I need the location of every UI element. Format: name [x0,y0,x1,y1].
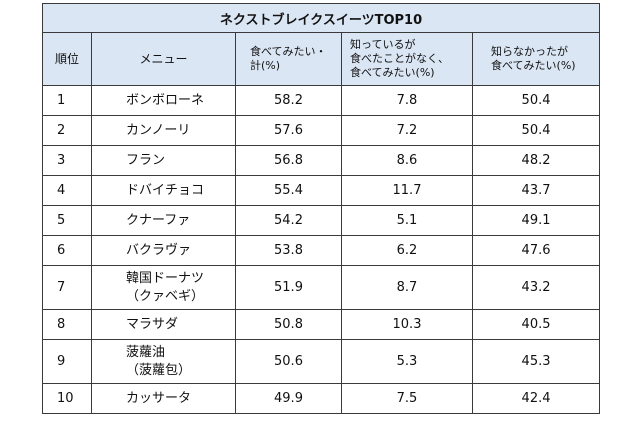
header-rank: 順位 [42,32,92,86]
menu-name-line: （クァベギ） [126,288,205,304]
table-title: ネクストブレイクスイーツTOP10 [41,3,601,33]
table-row: 1 ボンボローネ 58.2 7.8 50.4 [42,85,601,116]
unknown-cell: 50.4 [471,115,601,146]
table-title-row: ネクストブレイクスイーツTOP10 [41,3,601,33]
header-want-total-line: 食べてみたい・ [250,45,327,58]
known-never-eaten-cell: 6.2 [341,235,473,266]
menu-name-line: カンノーリ [126,122,191,138]
rank-cell: 9 [42,339,92,384]
rank-cell: 4 [42,175,92,206]
want-total-cell: 50.6 [235,339,342,384]
rank-cell: 10 [42,383,92,414]
table-row: 5 クナーファ 54.2 5.1 49.1 [42,205,601,236]
unknown-cell: 45.3 [471,339,601,384]
table-row: 8 マラサダ 50.8 10.3 40.5 [42,309,601,340]
menu-cell: ボンボローネ [91,85,236,116]
unknown-cell: 48.2 [471,145,601,176]
header-known-never-eaten: 知っているが 食べたことがなく、 食べてみたい(%) [341,32,473,86]
menu-name-line: カッサータ [126,390,192,406]
header-unknown: 知らなかったが 食べてみたい(%) [471,32,601,86]
menu-cell: ドバイチョコ [91,175,236,206]
menu-cell: フラン [91,145,236,176]
menu-name-line: 菠蘿油 [126,344,166,360]
want-total-cell: 56.8 [235,145,342,176]
header-want-total: 食べてみたい・ 計(%) [235,32,342,86]
menu-name-line: ドバイチョコ [126,182,205,198]
want-total-cell: 57.6 [235,115,342,146]
menu-cell: カッサータ [91,383,236,414]
known-never-eaten-cell: 8.7 [341,265,473,310]
known-never-eaten-cell: 10.3 [341,309,473,340]
header-known-line: 知っているが [350,38,416,51]
menu-cell: 韓国ドーナツ （クァベギ） [91,265,236,310]
table-row: 10 カッサータ 49.9 7.5 42.4 [42,383,601,414]
table-row: 7 韓国ドーナツ （クァベギ） 51.9 8.7 43.2 [42,265,601,310]
header-known-line: 食べてみたい(%) [350,66,435,79]
menu-cell: マラサダ [91,309,236,340]
known-never-eaten-cell: 5.3 [341,339,473,384]
want-total-cell: 50.8 [235,309,342,340]
known-never-eaten-cell: 5.1 [341,205,473,236]
known-never-eaten-cell: 7.5 [341,383,473,414]
menu-name-line: バクラヴァ [126,242,192,258]
rank-cell: 3 [42,145,92,176]
rank-cell: 7 [42,265,92,310]
ranking-table-container: ネクストブレイクスイーツTOP10 順位 メニュー 食べてみたい・ 計(%) 知… [41,3,601,414]
known-never-eaten-cell: 7.8 [341,85,473,116]
menu-cell: カンノーリ [91,115,236,146]
unknown-cell: 43.2 [471,265,601,310]
menu-name-line: 韓国ドーナツ [126,270,205,286]
want-total-cell: 55.4 [235,175,342,206]
want-total-cell: 54.2 [235,205,342,236]
menu-name-line: マラサダ [126,316,179,332]
unknown-cell: 43.7 [471,175,601,206]
header-menu: メニュー [91,32,236,86]
unknown-cell: 47.6 [471,235,601,266]
unknown-cell: 40.5 [471,309,601,340]
menu-cell: 菠蘿油 （菠蘿包） [91,339,236,384]
table-row: 2 カンノーリ 57.6 7.2 50.4 [42,115,601,146]
menu-name-line: （菠蘿包） [126,362,192,378]
known-never-eaten-cell: 7.2 [341,115,473,146]
rank-cell: 5 [42,205,92,236]
table-body: 1 ボンボローネ 58.2 7.8 50.4 2 カンノーリ 57.6 7.2 50.4 3 フラン 5… [42,85,601,414]
rank-cell: 8 [42,309,92,340]
unknown-cell: 50.4 [471,85,601,116]
menu-cell: クナーファ [91,205,236,236]
rank-cell: 2 [42,115,92,146]
table-row: 4 ドバイチョコ 55.4 11.7 43.7 [42,175,601,206]
header-unknown-line: 知らなかったが [491,45,568,58]
want-total-cell: 51.9 [235,265,342,310]
unknown-cell: 49.1 [471,205,601,236]
want-total-cell: 49.9 [235,383,342,414]
rank-cell: 1 [42,85,92,116]
want-total-cell: 53.8 [235,235,342,266]
menu-cell: バクラヴァ [91,235,236,266]
known-never-eaten-cell: 8.6 [341,145,473,176]
rank-cell: 6 [42,235,92,266]
header-known-line: 食べたことがなく、 [350,52,449,65]
table-row: 9 菠蘿油 （菠蘿包） 50.6 5.3 45.3 [42,339,601,384]
header-want-total-line: 計(%) [250,59,281,72]
table-header-row: 順位 メニュー 食べてみたい・ 計(%) 知っているが 食べたことがなく、 食べ… [42,32,601,86]
header-unknown-line: 食べてみたい(%) [491,59,576,72]
menu-name-line: フラン [126,152,166,168]
sweets-ranking-table: ネクストブレイクスイーツTOP10 順位 メニュー 食べてみたい・ 計(%) 知… [41,3,601,414]
menu-name-line: クナーファ [126,212,191,228]
unknown-cell: 42.4 [471,383,601,414]
want-total-cell: 58.2 [235,85,342,116]
menu-name-line: ボンボローネ [126,92,205,108]
known-never-eaten-cell: 11.7 [341,175,473,206]
table-row: 6 バクラヴァ 53.8 6.2 47.6 [42,235,601,266]
table-row: 3 フラン 56.8 8.6 48.2 [42,145,601,176]
